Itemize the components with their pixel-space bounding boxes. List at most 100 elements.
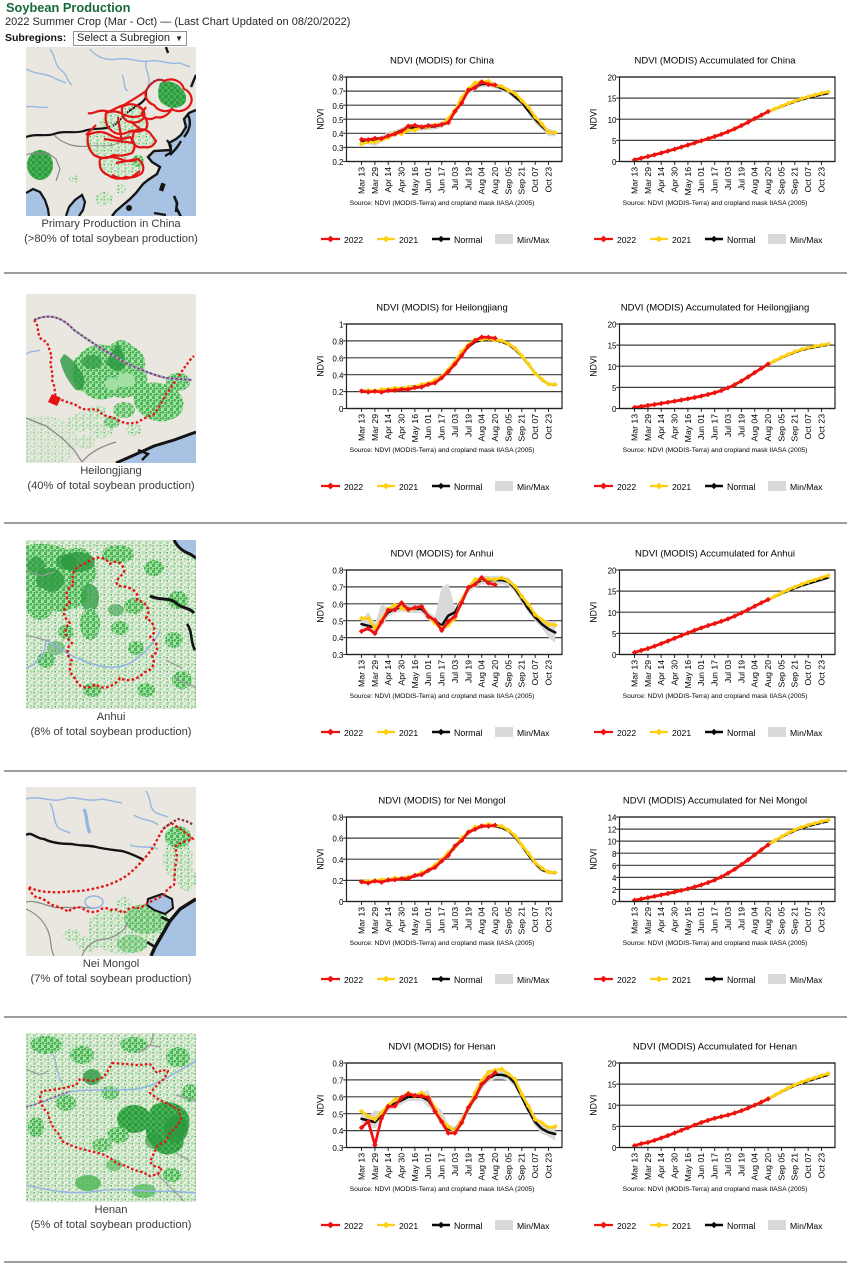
svg-text:0.6: 0.6 xyxy=(332,354,344,363)
svg-text:Mar 13: Mar 13 xyxy=(356,1153,366,1180)
svg-text:Min/Max: Min/Max xyxy=(790,728,823,738)
svg-text:Apr 30: Apr 30 xyxy=(397,414,407,440)
svg-text:Apr 30: Apr 30 xyxy=(670,414,680,440)
svg-text:Jul 03: Jul 03 xyxy=(450,660,460,683)
svg-text:5: 5 xyxy=(612,630,617,639)
svg-text:0.4: 0.4 xyxy=(332,856,344,865)
svg-text:NDVI: NDVI xyxy=(316,356,326,377)
svg-text:Mar 29: Mar 29 xyxy=(370,660,380,687)
svg-text:Jun 17: Jun 17 xyxy=(437,660,447,686)
svg-text:Oct 23: Oct 23 xyxy=(543,907,553,933)
svg-text:Jun 01: Jun 01 xyxy=(423,1153,433,1179)
svg-text:Aug 04: Aug 04 xyxy=(477,660,487,688)
svg-text:Oct 23: Oct 23 xyxy=(816,167,826,193)
svg-text:Sep 21: Sep 21 xyxy=(790,660,800,688)
svg-text:Mar 29: Mar 29 xyxy=(370,414,380,441)
svg-text:Oct 23: Oct 23 xyxy=(816,907,826,933)
svg-text:0.5: 0.5 xyxy=(332,116,344,125)
svg-text:Jul 19: Jul 19 xyxy=(736,907,746,930)
svg-text:2022: 2022 xyxy=(344,975,363,985)
svg-text:Mar 29: Mar 29 xyxy=(643,414,653,441)
svg-text:Mar 29: Mar 29 xyxy=(370,907,380,934)
svg-text:Oct 23: Oct 23 xyxy=(543,167,553,193)
svg-text:2021: 2021 xyxy=(399,1221,418,1231)
svg-text:20: 20 xyxy=(608,567,617,576)
svg-text:Aug 20: Aug 20 xyxy=(763,660,773,688)
svg-text:Apr 14: Apr 14 xyxy=(383,167,393,193)
svg-text:Apr 14: Apr 14 xyxy=(383,414,393,440)
svg-text:Normal: Normal xyxy=(454,975,482,985)
svg-text:0: 0 xyxy=(339,898,344,907)
svg-text:Jul 03: Jul 03 xyxy=(450,167,460,190)
svg-text:May 16: May 16 xyxy=(410,167,420,196)
svg-text:Sep 21: Sep 21 xyxy=(790,167,800,195)
svg-text:Oct 23: Oct 23 xyxy=(816,660,826,686)
svg-text:Min/Max: Min/Max xyxy=(790,482,823,492)
svg-text:May 16: May 16 xyxy=(410,414,420,443)
svg-text:NDVI: NDVI xyxy=(589,849,599,870)
svg-text:0: 0 xyxy=(339,405,344,414)
svg-text:Jul 03: Jul 03 xyxy=(723,907,733,930)
svg-text:20: 20 xyxy=(608,1060,617,1069)
svg-text:Jun 17: Jun 17 xyxy=(710,660,720,686)
svg-text:2022: 2022 xyxy=(344,1221,363,1231)
svg-text:Aug 04: Aug 04 xyxy=(477,167,487,195)
svg-text:Aug 04: Aug 04 xyxy=(477,907,487,935)
svg-text:Oct 23: Oct 23 xyxy=(543,1153,553,1179)
svg-text:Jul 03: Jul 03 xyxy=(723,660,733,683)
svg-text:Jul 19: Jul 19 xyxy=(736,660,746,683)
svg-text:Oct 23: Oct 23 xyxy=(816,414,826,440)
svg-text:NDVI (MODIS) Accumulated for H: NDVI (MODIS) Accumulated for Heilongjian… xyxy=(621,303,810,314)
svg-text:Source: NDVI (MODIS-Terra) and: Source: NDVI (MODIS-Terra) and cropland … xyxy=(623,1186,808,1193)
svg-text:Sep 21: Sep 21 xyxy=(517,167,527,195)
svg-text:Normal: Normal xyxy=(454,235,482,245)
svg-text:Jun 01: Jun 01 xyxy=(696,1153,706,1179)
svg-text:NDVI (MODIS) for China: NDVI (MODIS) for China xyxy=(390,56,495,67)
svg-text:Source: NDVI (MODIS-Terra) and: Source: NDVI (MODIS-Terra) and cropland … xyxy=(623,200,808,207)
svg-text:0.4: 0.4 xyxy=(332,1127,344,1136)
svg-text:Jul 03: Jul 03 xyxy=(450,1153,460,1176)
svg-text:Jul 03: Jul 03 xyxy=(450,414,460,437)
svg-text:Jun 01: Jun 01 xyxy=(696,414,706,440)
svg-text:Mar 13: Mar 13 xyxy=(629,660,639,687)
svg-text:0.4: 0.4 xyxy=(332,130,344,139)
svg-text:Apr 30: Apr 30 xyxy=(670,167,680,193)
svg-text:NDVI: NDVI xyxy=(589,356,599,377)
svg-text:May 16: May 16 xyxy=(683,907,693,936)
svg-text:12: 12 xyxy=(608,826,617,835)
svg-text:Min/Max: Min/Max xyxy=(790,1221,823,1231)
svg-text:Sep 05: Sep 05 xyxy=(503,167,513,195)
svg-text:Sep 05: Sep 05 xyxy=(503,907,513,935)
svg-text:15: 15 xyxy=(608,95,617,104)
svg-text:0.5: 0.5 xyxy=(332,1110,344,1119)
svg-text:15: 15 xyxy=(608,588,617,597)
svg-text:2022: 2022 xyxy=(617,975,636,985)
svg-text:Sep 05: Sep 05 xyxy=(776,660,786,688)
svg-text:Mar 13: Mar 13 xyxy=(629,1153,639,1180)
svg-text:Mar 13: Mar 13 xyxy=(356,167,366,194)
svg-text:Sep 21: Sep 21 xyxy=(517,1153,527,1181)
svg-text:2021: 2021 xyxy=(399,975,418,985)
svg-text:2022: 2022 xyxy=(617,482,636,492)
svg-text:Min/Max: Min/Max xyxy=(517,1221,550,1231)
svg-text:Source: NDVI (MODIS-Terra) and: Source: NDVI (MODIS-Terra) and cropland … xyxy=(623,940,808,947)
svg-text:0.4: 0.4 xyxy=(332,634,344,643)
svg-text:May 16: May 16 xyxy=(410,1153,420,1182)
svg-text:May 16: May 16 xyxy=(683,414,693,443)
svg-text:Source: NDVI (MODIS-Terra) and: Source: NDVI (MODIS-Terra) and cropland … xyxy=(623,447,808,454)
svg-text:0: 0 xyxy=(612,158,617,167)
svg-text:0.6: 0.6 xyxy=(332,1093,344,1102)
svg-text:Aug 04: Aug 04 xyxy=(477,414,487,442)
svg-text:Apr 14: Apr 14 xyxy=(656,907,666,933)
svg-text:5: 5 xyxy=(612,1123,617,1132)
svg-text:Sep 21: Sep 21 xyxy=(790,414,800,442)
svg-text:Mar 29: Mar 29 xyxy=(643,660,653,687)
svg-text:May 16: May 16 xyxy=(683,167,693,196)
svg-text:Jul 03: Jul 03 xyxy=(723,414,733,437)
svg-text:0.5: 0.5 xyxy=(332,617,344,626)
svg-text:Mar 29: Mar 29 xyxy=(643,907,653,934)
svg-text:Mar 13: Mar 13 xyxy=(629,414,639,441)
svg-text:Normal: Normal xyxy=(727,1221,755,1231)
svg-text:0: 0 xyxy=(612,898,617,907)
svg-text:Aug 20: Aug 20 xyxy=(490,1153,500,1181)
